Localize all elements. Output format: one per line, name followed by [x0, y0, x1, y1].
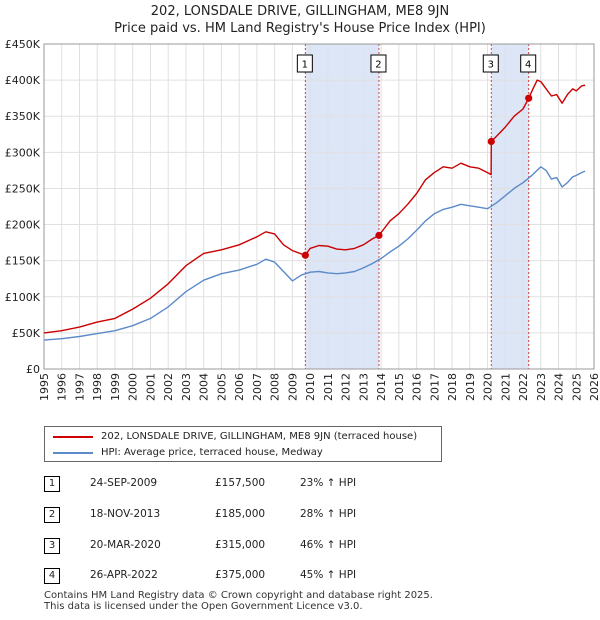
x-tick-label: 2014 — [375, 373, 388, 401]
x-tick-label: 2017 — [428, 373, 441, 401]
y-tick-label: £200K — [5, 219, 41, 232]
sale-period-band — [491, 44, 529, 369]
x-tick-label: 2022 — [517, 373, 530, 401]
transaction-number: 2 — [44, 507, 60, 523]
sale-label-text: 2 — [375, 60, 381, 71]
x-tick-label: 2024 — [553, 373, 566, 401]
transaction-row: 4 26-APR-2022 £375,000 45% ↑ HPI — [0, 566, 600, 586]
footer-copyright: Contains HM Land Registry data © Crown c… — [44, 590, 433, 601]
sale-point — [487, 137, 495, 146]
sale-point — [375, 231, 383, 239]
x-tick-label: 2020 — [482, 373, 495, 401]
legend: 202, LONSDALE DRIVE, GILLINGHAM, ME8 9JN… — [44, 426, 442, 462]
transaction-hpi: 46% ↑ HPI — [300, 539, 357, 551]
x-tick-label: 2000 — [127, 373, 140, 401]
sale-label: 2 — [370, 54, 387, 73]
footer: Contains HM Land Registry data © Crown c… — [44, 590, 433, 612]
x-tick-label: 1997 — [73, 373, 86, 401]
legend-swatch-property — [53, 436, 93, 438]
transaction-price: £315,000 — [215, 539, 266, 551]
x-tick-label: 1995 — [38, 373, 51, 401]
x-tick-label: 2015 — [393, 373, 406, 401]
x-tick-label: 2019 — [464, 373, 477, 401]
legend-item-hpi: HPI: Average price, terraced house, Medw… — [53, 446, 323, 460]
x-tick-label: 2007 — [251, 373, 264, 401]
y-tick-label: £300K — [5, 146, 41, 159]
legend-label-hpi: HPI: Average price, terraced house, Medw… — [101, 447, 323, 458]
x-tick-label: 2026 — [588, 373, 600, 401]
chart-subtitle: Price paid vs. HM Land Registry's House … — [114, 21, 486, 36]
transaction-row: 1 24-SEP-2009 £157,500 23% ↑ HPI — [0, 474, 600, 494]
sale-label-text: 3 — [488, 60, 494, 71]
y-tick-label: £250K — [5, 182, 41, 195]
y-tick-label: £450K — [5, 38, 41, 51]
sale-point — [525, 94, 533, 102]
sale-label: 3 — [482, 54, 499, 73]
x-tick-label: 2008 — [269, 373, 282, 401]
transaction-date: 18-NOV-2013 — [90, 508, 161, 520]
x-tick-label: 2012 — [340, 373, 353, 401]
property-price-line — [43, 79, 586, 334]
y-tick-label: £150K — [5, 255, 41, 268]
sale-label: 1 — [296, 54, 313, 73]
sale-label-box — [370, 54, 387, 73]
x-tick-label: 2002 — [162, 373, 175, 401]
transaction-hpi: 23% ↑ HPI — [300, 477, 357, 489]
sale-label-text: 4 — [525, 60, 531, 71]
transaction-number: 1 — [44, 476, 60, 492]
transaction-number: 4 — [44, 568, 60, 584]
hpi-line — [43, 166, 586, 341]
y-tick-label: £50K — [12, 327, 41, 340]
x-tick-label: 2001 — [144, 373, 157, 401]
transaction-hpi: 45% ↑ HPI — [300, 569, 357, 581]
x-tick-label: 2021 — [499, 373, 512, 401]
x-tick-label: 2009 — [286, 373, 299, 401]
transaction-row: 3 20-MAR-2020 £315,000 46% ↑ HPI — [0, 536, 600, 556]
y-tick-label: £100K — [5, 291, 41, 304]
x-tick-label: 2011 — [322, 373, 335, 401]
transaction-price: £375,000 — [215, 569, 266, 581]
x-tick-label: 2010 — [304, 373, 317, 401]
transaction-row: 2 18-NOV-2013 £185,000 28% ↑ HPI — [0, 505, 600, 525]
transaction-date: 26-APR-2022 — [90, 569, 158, 581]
sale-label-box — [482, 54, 499, 73]
transaction-date: 20-MAR-2020 — [90, 539, 161, 551]
x-tick-label: 2025 — [570, 373, 583, 401]
sale-label-box — [520, 54, 537, 73]
y-tick-label: £0 — [26, 363, 40, 376]
x-tick-label: 1998 — [91, 373, 104, 401]
x-tick-label: 1999 — [109, 373, 122, 401]
x-tick-label: 2006 — [233, 373, 246, 401]
x-tick-label: 2004 — [198, 373, 211, 401]
legend-swatch-hpi — [53, 452, 93, 454]
sale-label-box — [296, 54, 313, 73]
x-tick-label: 2018 — [446, 373, 459, 401]
legend-item-property: 202, LONSDALE DRIVE, GILLINGHAM, ME8 9JN… — [53, 430, 417, 444]
transaction-price: £185,000 — [215, 508, 266, 520]
plot-frame — [43, 43, 595, 370]
x-tick-label: 2005 — [215, 373, 228, 401]
price-chart: 1 2 3 4 £0 £50K £100K £150K £200K £250K £300K £350K… — [5, 38, 600, 401]
transaction-number: 3 — [44, 538, 60, 554]
sale-label: 4 — [520, 54, 537, 73]
transaction-date: 24-SEP-2009 — [90, 477, 158, 489]
x-tick-label: 2013 — [357, 373, 370, 401]
transaction-hpi: 28% ↑ HPI — [300, 508, 357, 520]
x-tick-label: 1996 — [56, 373, 69, 401]
footer-licence: This data is licensed under the Open Gov… — [44, 601, 363, 612]
sale-label-text: 1 — [302, 60, 308, 71]
transaction-price: £157,500 — [215, 477, 266, 489]
legend-label-property: 202, LONSDALE DRIVE, GILLINGHAM, ME8 9JN… — [101, 431, 418, 442]
y-tick-label: £400K — [5, 74, 41, 87]
y-tick-label: £350K — [5, 110, 41, 123]
chart-title: 202, LONSDALE DRIVE, GILLINGHAM, ME8 9JN — [150, 4, 450, 19]
x-tick-label: 2023 — [535, 373, 548, 401]
sale-period-band — [305, 44, 379, 369]
sale-point — [301, 251, 309, 259]
x-tick-label: 2016 — [411, 373, 424, 401]
x-tick-label: 2003 — [180, 373, 193, 401]
